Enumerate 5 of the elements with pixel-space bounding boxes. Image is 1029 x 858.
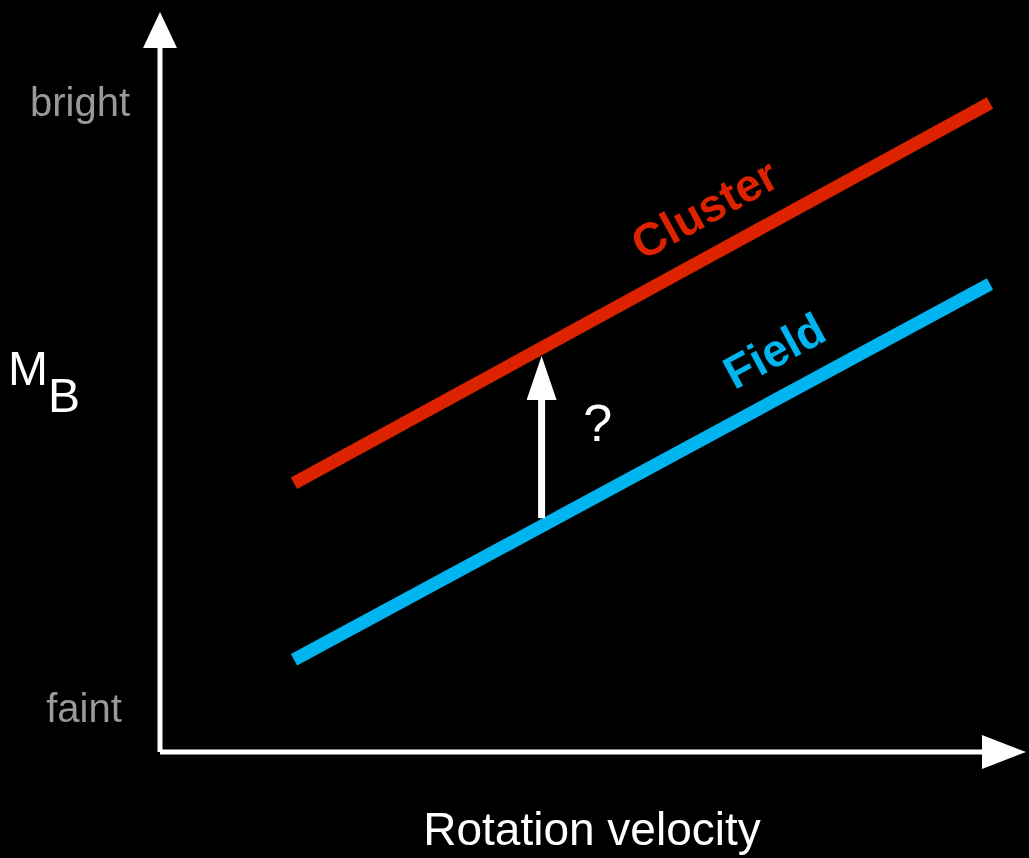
- annotation: ?: [583, 394, 613, 453]
- text: Field: [714, 302, 834, 399]
- annotation: faint: [46, 686, 122, 730]
- x-axis-title: Rotation velocity: [423, 803, 761, 855]
- annotation: bright: [29, 80, 131, 124]
